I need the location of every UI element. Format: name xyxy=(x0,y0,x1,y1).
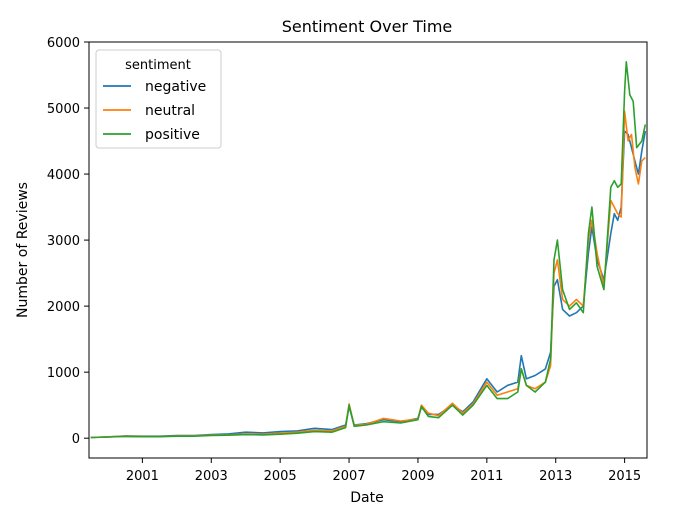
legend-label-negative: negative xyxy=(145,79,206,95)
y-axis-label: Number of Reviews xyxy=(15,182,31,318)
y-tick-label: 2000 xyxy=(47,300,80,315)
plot-area xyxy=(88,41,648,459)
x-tick-label: 2007 xyxy=(333,469,366,484)
legend-box xyxy=(95,49,222,149)
series-line-negative xyxy=(90,130,647,439)
x-axis-ticks: 2001 2003 2005 2007 2009 2011 2013 2015 xyxy=(126,458,641,484)
y-tick-label: 6000 xyxy=(47,36,80,51)
x-axis-label: Date xyxy=(350,490,383,506)
y-tick-label: 0 xyxy=(72,432,80,447)
x-tick-label: 2009 xyxy=(401,469,434,484)
series-lines xyxy=(90,61,647,439)
y-tick-label: 5000 xyxy=(47,102,80,117)
y-axis-ticks: 0 1000 2000 3000 4000 5000 6000 xyxy=(47,36,89,447)
legend-title: sentiment xyxy=(125,58,191,73)
x-tick-label: 2015 xyxy=(608,469,641,484)
y-tick-label: 1000 xyxy=(47,366,80,381)
x-tick-label: 2003 xyxy=(195,469,228,484)
x-tick-label: 2011 xyxy=(470,469,503,484)
legend-label-positive: positive xyxy=(145,127,200,143)
x-tick-label: 2005 xyxy=(264,469,297,484)
axes-frame xyxy=(88,41,648,459)
legend-label-neutral: neutral xyxy=(145,103,195,119)
series-line-positive xyxy=(90,61,647,439)
chart-legend: sentiment negative neutral positive xyxy=(95,49,222,149)
y-tick-label: 4000 xyxy=(47,168,80,183)
x-tick-label: 2001 xyxy=(126,469,159,484)
series-line-neutral xyxy=(90,110,646,439)
chart-title: Sentiment Over Time xyxy=(282,17,453,36)
x-tick-label: 2013 xyxy=(539,469,572,484)
y-tick-label: 3000 xyxy=(47,234,80,249)
